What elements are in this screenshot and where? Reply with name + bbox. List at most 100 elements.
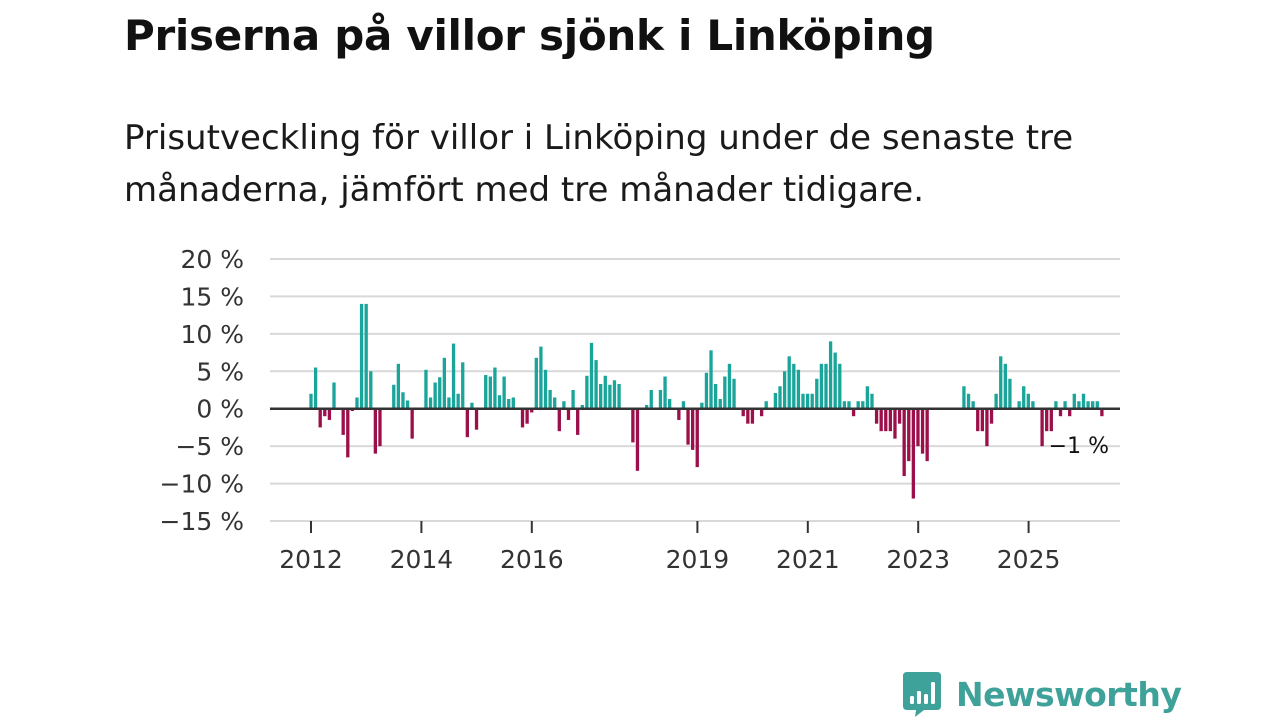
chart-title: Priserna på villor sjönk i Linköping bbox=[124, 11, 935, 60]
bar bbox=[562, 401, 566, 409]
bar bbox=[1003, 363, 1007, 409]
bar bbox=[649, 390, 653, 409]
bar bbox=[1026, 393, 1030, 409]
bar bbox=[966, 393, 971, 409]
bar bbox=[1086, 401, 1090, 409]
bar bbox=[428, 397, 433, 409]
bar bbox=[359, 303, 364, 409]
bar bbox=[971, 401, 975, 409]
bar bbox=[1054, 401, 1058, 409]
bar bbox=[1077, 401, 1081, 409]
bar bbox=[985, 408, 989, 447]
bar bbox=[801, 393, 805, 409]
bar bbox=[497, 395, 502, 409]
bar bbox=[1063, 401, 1067, 409]
y-tick-label: −15 % bbox=[160, 507, 244, 536]
bar bbox=[1072, 393, 1076, 409]
bar bbox=[323, 408, 327, 417]
bar bbox=[525, 408, 529, 424]
bar bbox=[1095, 401, 1099, 409]
bar bbox=[530, 408, 534, 413]
bar bbox=[907, 408, 911, 462]
bar bbox=[318, 408, 322, 428]
axis-labels: 20 % 15 % 10 % 5 % 0 % −5 % −10 % −15 % 2012 2014… bbox=[160, 245, 1109, 574]
bar bbox=[456, 393, 460, 409]
bar bbox=[695, 408, 699, 468]
bar bbox=[346, 408, 350, 458]
x-tick-label: 2016 bbox=[500, 545, 564, 574]
y-tick-label: 15 % bbox=[180, 282, 244, 311]
bar bbox=[920, 408, 925, 454]
bar bbox=[815, 378, 819, 409]
x-tick-label: 2023 bbox=[886, 545, 950, 574]
bar bbox=[888, 408, 893, 432]
bar bbox=[1068, 408, 1072, 417]
bar bbox=[686, 408, 690, 445]
y-tick-label: 5 % bbox=[196, 357, 244, 386]
bar bbox=[585, 375, 589, 409]
bar bbox=[1049, 408, 1053, 432]
bar bbox=[557, 408, 561, 432]
bar bbox=[548, 390, 552, 409]
bar bbox=[1100, 408, 1104, 417]
bar bbox=[631, 408, 635, 443]
bar bbox=[874, 408, 879, 424]
bar bbox=[442, 357, 446, 409]
bar bbox=[373, 408, 378, 454]
bar bbox=[507, 398, 511, 409]
bar bbox=[438, 377, 442, 409]
bar bbox=[713, 384, 718, 409]
bar bbox=[778, 386, 782, 409]
bar bbox=[484, 375, 488, 409]
bar bbox=[488, 376, 492, 409]
bar bbox=[865, 386, 870, 409]
bar bbox=[847, 401, 851, 409]
bar bbox=[902, 408, 906, 477]
gridlines bbox=[270, 258, 1120, 522]
bar bbox=[787, 356, 791, 409]
last-value-label: −1 % bbox=[1049, 434, 1109, 459]
bar bbox=[732, 378, 736, 409]
bar bbox=[759, 408, 764, 417]
bar bbox=[819, 363, 824, 409]
bar bbox=[553, 397, 557, 409]
bar bbox=[599, 384, 603, 409]
bar bbox=[534, 357, 538, 409]
y-tick-label: −5 % bbox=[175, 432, 244, 461]
bar bbox=[677, 408, 681, 420]
newsworthy-logo: Newsworthy bbox=[902, 670, 1182, 718]
bar bbox=[1091, 401, 1095, 409]
bar bbox=[474, 408, 479, 430]
chart-subtitle: Prisutveckling för villor i Linköping un… bbox=[124, 118, 1074, 210]
bar bbox=[392, 384, 396, 409]
y-tick-label: 20 % bbox=[180, 245, 244, 274]
bar bbox=[842, 401, 847, 409]
bar bbox=[718, 398, 722, 409]
bar bbox=[502, 376, 506, 409]
bar bbox=[405, 400, 410, 409]
bar bbox=[851, 408, 856, 417]
bar bbox=[511, 397, 515, 409]
y-tick-label: 10 % bbox=[180, 320, 244, 349]
bar bbox=[663, 376, 667, 409]
bar bbox=[1040, 408, 1044, 447]
bar bbox=[805, 393, 810, 409]
bar bbox=[824, 363, 828, 409]
bar bbox=[369, 371, 373, 409]
bar bbox=[1058, 408, 1063, 417]
bar bbox=[668, 398, 672, 409]
bar bbox=[313, 367, 318, 409]
bar bbox=[828, 341, 833, 409]
bar bbox=[1017, 401, 1021, 409]
bar bbox=[810, 393, 814, 409]
bar-series bbox=[309, 303, 1104, 499]
bar bbox=[690, 408, 695, 450]
bar bbox=[879, 408, 883, 432]
bar bbox=[433, 382, 437, 409]
bar bbox=[980, 408, 984, 432]
y-tick-label: 0 % bbox=[196, 395, 244, 424]
bar bbox=[612, 380, 617, 409]
bar bbox=[424, 369, 428, 409]
x-tick-label: 2019 bbox=[666, 545, 730, 574]
bar bbox=[723, 376, 727, 409]
